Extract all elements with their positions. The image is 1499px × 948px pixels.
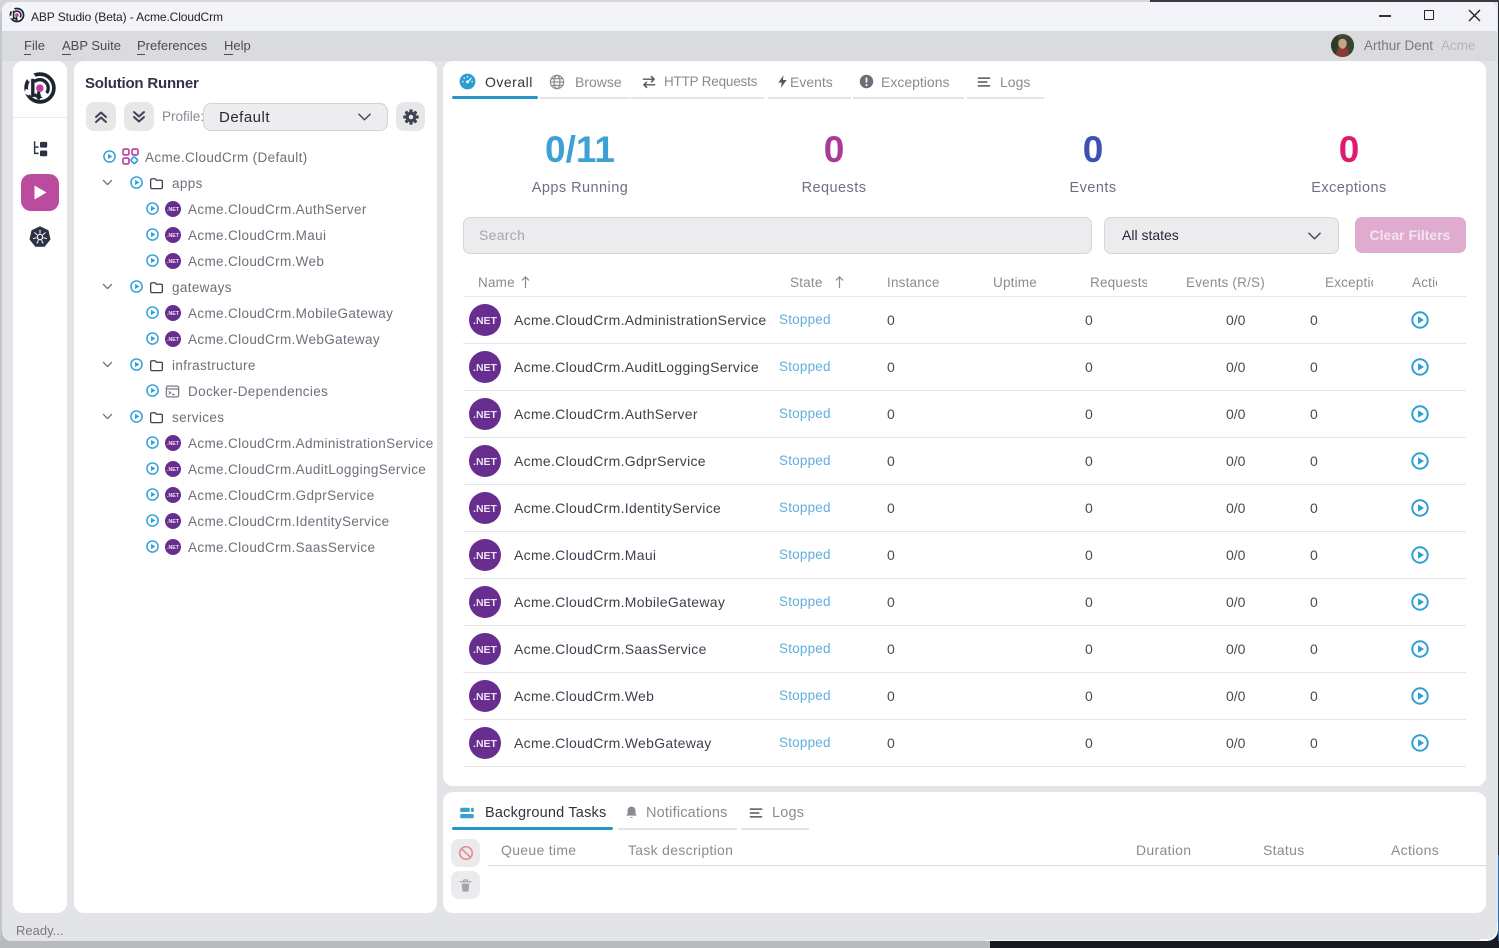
svg-text:.NET: .NET [473, 644, 498, 656]
svg-text:.NET: .NET [473, 503, 498, 515]
svg-text:.NET: .NET [167, 467, 180, 473]
svg-text:.NET: .NET [473, 738, 498, 750]
svg-text:.NET: .NET [167, 233, 180, 239]
svg-text:.NET: .NET [473, 315, 498, 327]
svg-text:.NET: .NET [167, 441, 180, 447]
svg-text:.NET: .NET [167, 493, 180, 499]
svg-text:.NET: .NET [473, 362, 498, 374]
svg-text:.NET: .NET [473, 409, 498, 421]
svg-text:.NET: .NET [473, 597, 498, 609]
svg-text:.NET: .NET [167, 311, 180, 317]
svg-text:.NET: .NET [473, 456, 498, 468]
svg-text:.NET: .NET [167, 337, 180, 343]
svg-text:.NET: .NET [167, 545, 180, 551]
svg-text:.NET: .NET [167, 519, 180, 525]
svg-text:.NET: .NET [473, 550, 498, 562]
svg-text:.NET: .NET [473, 691, 498, 703]
svg-text:.NET: .NET [167, 259, 180, 265]
svg-text:.NET: .NET [167, 207, 180, 213]
